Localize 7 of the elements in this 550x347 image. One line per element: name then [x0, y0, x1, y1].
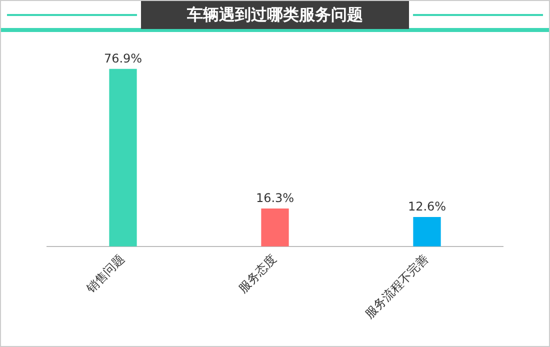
x-tick-label: 服务流程不完善 [362, 252, 432, 322]
data-label: 76.9% [104, 51, 142, 66]
x-tick-label: 服务态度 [235, 252, 280, 296]
data-label: 12.6% [408, 200, 446, 214]
chart-title: 车辆遇到过哪类服务问题 [141, 1, 409, 29]
x-tick-label: 销售问题 [82, 252, 128, 296]
data-label: 16.3% [256, 190, 294, 205]
